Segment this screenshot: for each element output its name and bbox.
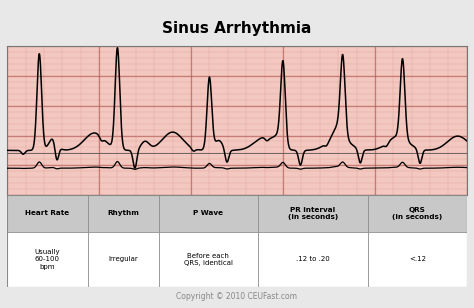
Text: <.12: <.12	[409, 257, 426, 262]
Text: P Wave: P Wave	[193, 210, 223, 217]
Bar	[368, 232, 467, 287]
Text: QRS
(in seconds): QRS (in seconds)	[392, 207, 443, 220]
Bar	[159, 195, 258, 232]
Text: Heart Rate: Heart Rate	[25, 210, 69, 217]
Text: Usually
60-100
bpm: Usually 60-100 bpm	[35, 249, 60, 270]
Bar	[88, 195, 159, 232]
Text: Copyright © 2010 CEUFast.com: Copyright © 2010 CEUFast.com	[176, 291, 298, 301]
Text: .12 to .20: .12 to .20	[296, 257, 330, 262]
Bar	[368, 195, 467, 232]
Bar	[7, 195, 88, 232]
Bar	[159, 232, 258, 287]
Text: Irregular: Irregular	[109, 257, 138, 262]
Text: Sinus Arrhythmia: Sinus Arrhythmia	[162, 22, 312, 36]
Bar	[7, 232, 88, 287]
Bar	[88, 232, 159, 287]
Bar	[258, 232, 368, 287]
Text: Before each
QRS, identical: Before each QRS, identical	[184, 253, 233, 266]
Text: PR interval
(in seconds): PR interval (in seconds)	[288, 207, 338, 220]
Bar	[258, 195, 368, 232]
Text: Rhythm: Rhythm	[107, 210, 139, 217]
